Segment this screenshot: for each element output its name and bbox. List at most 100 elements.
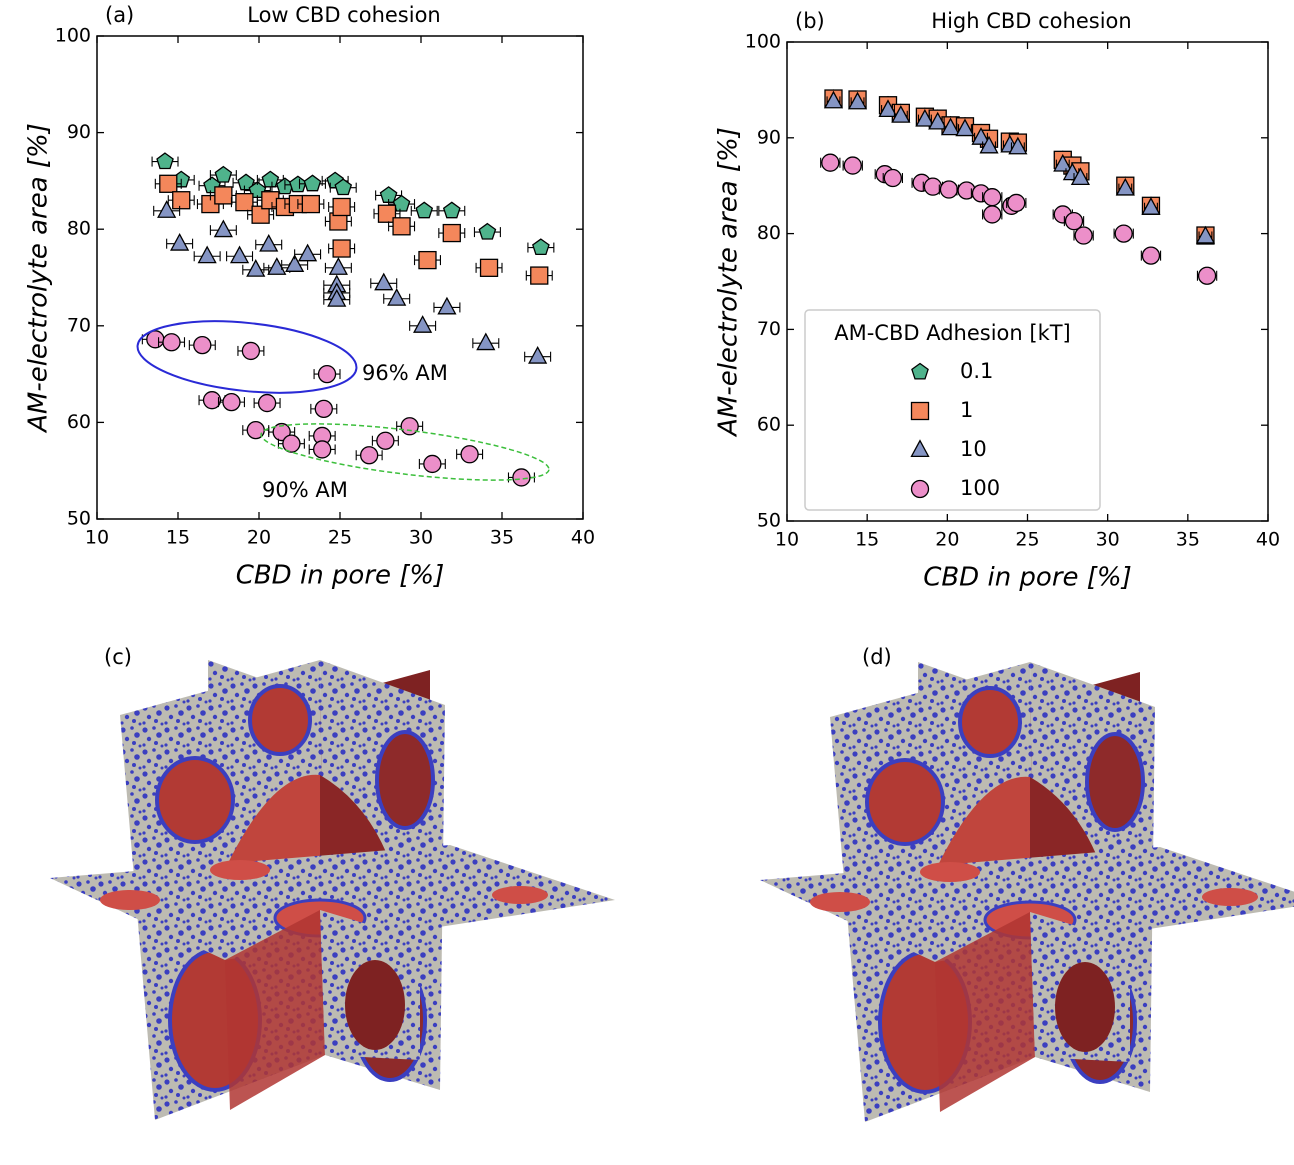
marker-triangle	[199, 247, 216, 263]
marker-pentagon	[416, 202, 432, 217]
y-axis-label: AM-electrolyte area [%]	[714, 127, 744, 438]
marker-circle	[1065, 213, 1082, 230]
y-tick-label: 70	[67, 314, 91, 336]
marker-circle	[1199, 267, 1216, 284]
y-tick-label: 50	[757, 510, 781, 532]
marker-circle	[424, 455, 441, 472]
marker-circle	[844, 157, 861, 174]
marker-triangle	[375, 274, 392, 290]
plot-frame	[97, 36, 583, 519]
figure: (c) (d) 10 15 20 25 30 35 40 50 60 70 80 90 100 CBD i…	[0, 0, 1294, 1161]
x-tick-label: 35	[490, 527, 514, 549]
marker-triangle	[247, 260, 264, 276]
y-tick-label: 70	[757, 318, 781, 340]
y-axis-label: AM-electrolyte area [%]	[24, 123, 54, 434]
marker-pentagon	[304, 175, 320, 190]
y-tick-label: 90	[757, 126, 781, 148]
marker-square	[302, 196, 319, 213]
y-tick-label: 60	[67, 411, 91, 433]
marker-square	[393, 218, 410, 235]
render-c	[50, 660, 615, 1120]
marker-triangle	[529, 347, 546, 363]
marker-circle	[194, 337, 211, 354]
marker-circle	[513, 469, 530, 486]
marker-pentagon	[157, 153, 173, 168]
panel-label: (b)	[795, 9, 825, 33]
marker-square	[173, 192, 190, 209]
marker-circle	[361, 447, 378, 464]
marker-square	[215, 187, 232, 204]
marker-circle	[1115, 225, 1132, 242]
x-tick-label: 40	[571, 527, 595, 549]
legend-label: 100	[960, 476, 1000, 500]
marker-triangle	[477, 334, 494, 350]
marker-circle	[377, 432, 394, 449]
marker-square	[481, 259, 498, 276]
marker-triangle	[414, 316, 431, 332]
render-d	[760, 662, 1294, 1122]
marker-square	[419, 252, 436, 269]
legend-marker	[912, 481, 929, 498]
x-tick-label: 30	[409, 527, 433, 549]
marker-triangle	[215, 221, 232, 237]
marker-triangle	[260, 235, 277, 251]
marker-circle	[984, 189, 1001, 206]
x-tick-label: 35	[1176, 529, 1200, 551]
marker-triangle	[231, 247, 248, 263]
y-tick-label: 50	[67, 508, 91, 530]
x-tick-label: 10	[85, 527, 109, 549]
y-tick-label: 80	[67, 218, 91, 240]
marker-pentagon	[444, 202, 460, 217]
marker-circle	[461, 446, 478, 463]
marker-pentagon	[533, 239, 549, 254]
chart-title: High CBD cohesion	[931, 9, 1131, 33]
annotation: 96% AM	[362, 361, 448, 385]
marker-triangle	[268, 258, 285, 274]
x-tick-label: 15	[855, 529, 879, 551]
marker-circle	[242, 342, 259, 359]
marker-square	[236, 194, 253, 211]
marker-circle	[1075, 227, 1092, 244]
x-axis-label: CBD in pore [%]	[236, 561, 445, 591]
y-tick-label: 100	[745, 31, 781, 53]
x-tick-label: 20	[935, 529, 959, 551]
x-tick-label: 25	[1015, 529, 1039, 551]
marker-circle	[1008, 194, 1025, 211]
marker-circle	[314, 441, 331, 458]
marker-circle	[884, 170, 901, 187]
x-tick-label: 30	[1096, 529, 1120, 551]
panel-label: (a)	[105, 3, 134, 27]
legend-marker	[912, 403, 929, 420]
y-tick-label: 80	[757, 222, 781, 244]
annotation: 90% AM	[262, 478, 348, 502]
marker-circle	[315, 400, 332, 417]
panel-label: (d)	[862, 645, 892, 669]
x-tick-label: 20	[247, 527, 271, 549]
x-tick-label: 25	[328, 527, 352, 549]
legend-label: 0.1	[960, 359, 993, 383]
y-tick-label: 90	[67, 121, 91, 143]
x-tick-label: 40	[1256, 529, 1280, 551]
chart-title: Low CBD cohesion	[247, 3, 441, 27]
marker-triangle	[438, 298, 455, 314]
marker-circle	[163, 334, 180, 351]
legend-title: AM-CBD Adhesion [kT]	[834, 321, 1071, 345]
marker-circle	[319, 366, 336, 383]
legend-label: 1	[960, 398, 973, 422]
y-tick-label: 60	[757, 414, 781, 436]
marker-circle	[940, 181, 957, 198]
marker-circle	[223, 394, 240, 411]
marker-circle	[283, 435, 300, 452]
marker-pentagon	[215, 167, 231, 182]
marker-pentagon	[479, 224, 495, 239]
marker-triangle	[171, 234, 188, 250]
marker-square	[443, 225, 460, 242]
marker-triangle	[299, 245, 316, 261]
marker-square	[333, 240, 350, 257]
legend-label: 10	[960, 437, 987, 461]
panel-label: (c)	[104, 645, 132, 669]
x-tick-label: 15	[166, 527, 190, 549]
marker-square	[333, 198, 350, 215]
marker-circle	[259, 395, 276, 412]
marker-square	[531, 267, 548, 284]
